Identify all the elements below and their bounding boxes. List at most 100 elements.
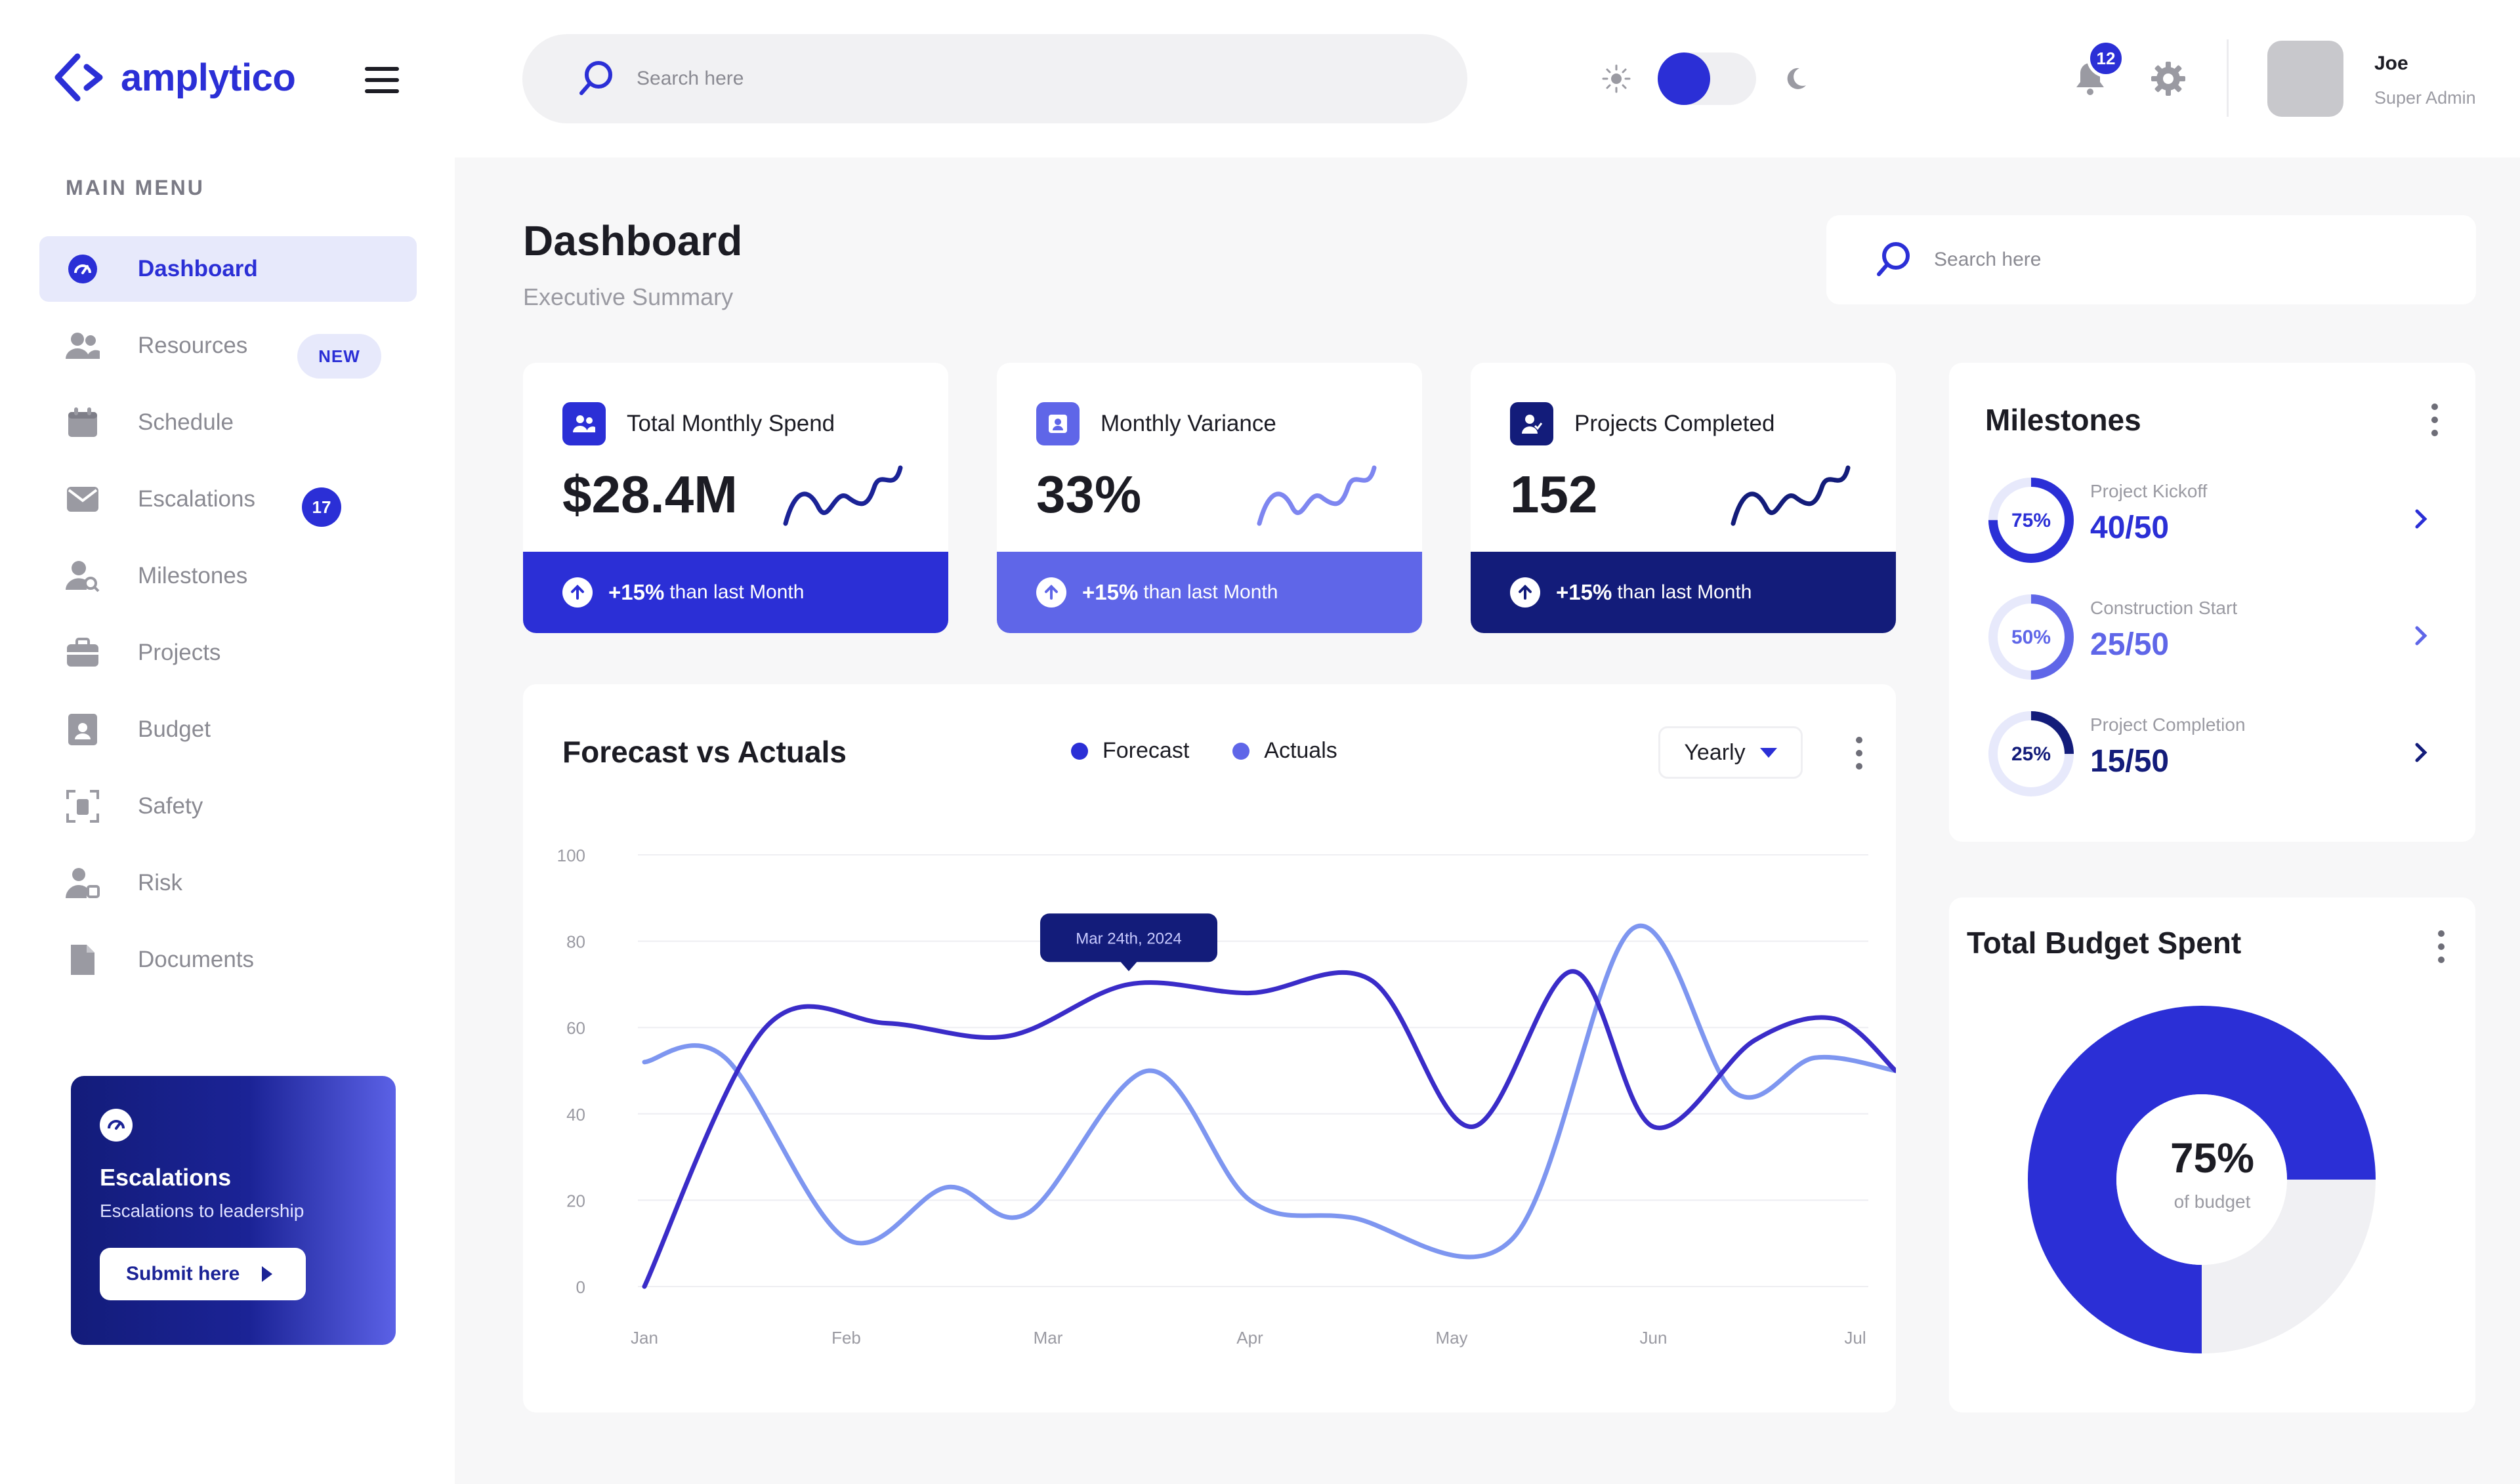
kpi-footer: +15% than last Month bbox=[523, 552, 948, 633]
donut-segment-spent[interactable] bbox=[2028, 1006, 2376, 1353]
mail-icon bbox=[66, 482, 100, 516]
budget-title: Total Budget Spent bbox=[1967, 926, 2242, 960]
forecast-chart[interactable]: 0 20 40 60 80 100 Jan Feb Mar Apr May Jun Jul Mar 24t… bbox=[523, 684, 1896, 1412]
new-badge: NEW bbox=[297, 334, 381, 379]
sidebar-item-resources[interactable]: Resources NEW bbox=[39, 313, 417, 379]
y-tick-label: 60 bbox=[566, 1018, 585, 1038]
kpi-card-monthly-variance[interactable]: Monthly Variance 33% +15% than last Mont… bbox=[997, 363, 1422, 633]
milestone-value: 15/50 bbox=[2090, 744, 2170, 779]
series-line-forecast[interactable] bbox=[642, 969, 1896, 1289]
kpi-value: $28.4M bbox=[562, 465, 738, 524]
dashboard-search-input[interactable]: Search here bbox=[1826, 215, 2476, 304]
theme-switch-knob bbox=[1658, 52, 1710, 105]
moon-icon bbox=[1787, 68, 1806, 89]
legend-item-actuals[interactable]: Actuals bbox=[1232, 738, 1337, 764]
kpi-value: 152 bbox=[1510, 465, 1598, 524]
donut-hole bbox=[2116, 1094, 2287, 1265]
x-tick-label: Feb bbox=[831, 1328, 861, 1348]
code-brackets-icon bbox=[54, 53, 103, 102]
search-icon bbox=[1877, 242, 1910, 276]
forecast-card: 0 20 40 60 80 100 Jan Feb Mar Apr May Jun Jul Mar 24t… bbox=[523, 684, 1896, 1412]
milestone-progress-ring: 75% bbox=[1988, 478, 2074, 563]
sun-icon bbox=[1602, 64, 1631, 93]
sidebar-item-label: Milestones bbox=[138, 563, 248, 588]
chevron-right-icon[interactable] bbox=[2412, 739, 2431, 766]
sidebar-item-label: Escalations bbox=[138, 486, 255, 512]
sidebar-item-projects[interactable]: Projects bbox=[39, 620, 417, 686]
milestones-title: Milestones bbox=[1985, 403, 2141, 437]
legend-dot bbox=[1232, 742, 1250, 760]
theme-switch[interactable] bbox=[1658, 52, 1756, 105]
sidebar-item-budget[interactable]: Budget bbox=[39, 697, 417, 762]
sidebar-item-dashboard[interactable]: Dashboard bbox=[39, 236, 417, 302]
promo-title: Escalations bbox=[100, 1164, 232, 1191]
sidebar-item-label: Risk bbox=[138, 870, 183, 896]
legend-item-forecast[interactable]: Forecast bbox=[1071, 738, 1189, 764]
sidebar-item-schedule[interactable]: Schedule bbox=[39, 390, 417, 455]
milestone-row[interactable]: 50% Construction Start 25/50 bbox=[1985, 591, 2445, 683]
period-dropdown[interactable]: Yearly bbox=[1658, 726, 1803, 779]
divider bbox=[2227, 39, 2229, 117]
escalations-promo-card: Escalations Escalations to leadership Su… bbox=[71, 1076, 396, 1345]
play-icon bbox=[262, 1266, 273, 1282]
milestone-row[interactable]: 75% Project Kickoff 40/50 bbox=[1985, 474, 2445, 566]
budget-percent: 75% bbox=[2170, 1134, 2255, 1182]
arrow-up-icon bbox=[562, 577, 593, 608]
milestone-percent: 75% bbox=[2011, 510, 2051, 531]
milestone-progress-ring: 50% bbox=[1988, 594, 2074, 680]
notification-count-badge: 12 bbox=[2087, 39, 2125, 77]
user-search-icon bbox=[66, 559, 100, 593]
y-tick-label: 80 bbox=[566, 932, 585, 952]
chevron-right-icon[interactable] bbox=[2412, 506, 2431, 532]
user-risk-icon bbox=[66, 866, 100, 900]
theme-toggle[interactable] bbox=[1601, 39, 1824, 118]
y-tick-label: 100 bbox=[557, 846, 585, 865]
logo[interactable]: amplytico bbox=[52, 51, 296, 104]
sidebar-item-label: Projects bbox=[138, 640, 221, 665]
arrow-up-icon bbox=[1036, 577, 1066, 608]
global-search-input[interactable]: Search here bbox=[522, 34, 1467, 123]
y-tick-label: 0 bbox=[576, 1277, 585, 1297]
briefcase-icon bbox=[66, 636, 100, 670]
budget-donut-chart bbox=[2028, 1006, 2376, 1353]
sidebar-item-escalations[interactable]: Escalations 17 bbox=[39, 466, 417, 532]
sidebar: amplytico MAIN MENU Dashboard Resources … bbox=[0, 0, 455, 1484]
sidebar-item-safety[interactable]: Safety bbox=[39, 773, 417, 839]
milestone-row[interactable]: 25% Project Completion 15/50 bbox=[1985, 708, 2445, 800]
sidebar-item-label: Safety bbox=[138, 793, 203, 819]
sidebar-item-milestones[interactable]: Milestones bbox=[39, 543, 417, 609]
kpi-card-projects-completed[interactable]: Projects Completed 152 +15% than last Mo… bbox=[1471, 363, 1896, 633]
milestone-label: Project Completion bbox=[2090, 714, 2246, 735]
more-options-icon[interactable] bbox=[1854, 737, 1864, 776]
logo-text: amplytico bbox=[121, 56, 296, 99]
series-line-actuals[interactable] bbox=[642, 923, 1896, 1260]
sparkline bbox=[1257, 465, 1377, 526]
kpi-header: Monthly Variance bbox=[1036, 402, 1276, 445]
kpi-delta: +15% bbox=[1556, 580, 1612, 604]
chart-tooltip: Mar 24th, 2024 bbox=[1040, 913, 1217, 972]
sidebar-item-risk[interactable]: Risk bbox=[39, 850, 417, 916]
kpi-value: 33% bbox=[1036, 465, 1142, 524]
caret-down-icon bbox=[1759, 747, 1777, 758]
calendar-icon bbox=[66, 405, 100, 440]
submit-button[interactable]: Submit here bbox=[100, 1248, 306, 1300]
sidebar-item-label: Schedule bbox=[138, 409, 234, 435]
milestone-label: Construction Start bbox=[2090, 598, 2238, 618]
legend-label: Forecast bbox=[1102, 738, 1190, 763]
more-options-icon[interactable] bbox=[2436, 930, 2446, 970]
kpi-label: Monthly Variance bbox=[1101, 411, 1276, 436]
more-options-icon[interactable] bbox=[2429, 403, 2440, 443]
chevron-right-icon[interactable] bbox=[2412, 623, 2431, 649]
milestone-progress-ring: 25% bbox=[1988, 711, 2074, 796]
sidebar-item-label: Budget bbox=[138, 716, 211, 742]
sidebar-item-documents[interactable]: Documents bbox=[39, 927, 417, 993]
milestone-percent: 25% bbox=[2011, 743, 2051, 765]
kpi-label: Total Monthly Spend bbox=[627, 411, 835, 436]
milestone-label: Project Kickoff bbox=[2090, 481, 2208, 501]
kpi-card-total-monthly-spend[interactable]: Total Monthly Spend $28.4M +15% than las… bbox=[523, 363, 948, 633]
avatar[interactable] bbox=[2267, 41, 2343, 117]
gear-icon[interactable] bbox=[2150, 60, 2187, 97]
milestones-card: Milestones 75% Project Kickoff 40/50 50% Con… bbox=[1949, 363, 2475, 842]
hamburger-menu-icon[interactable] bbox=[365, 67, 399, 93]
escalations-count-badge: 17 bbox=[302, 487, 341, 527]
